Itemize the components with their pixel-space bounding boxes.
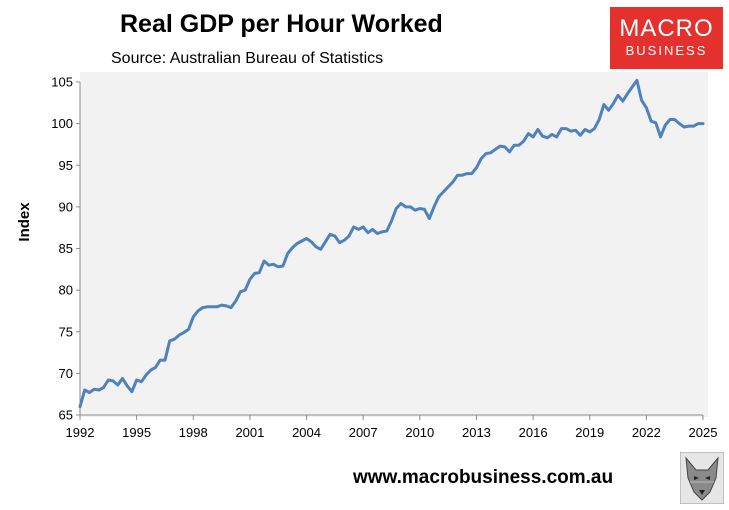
chart-subtitle: Source: Australian Bureau of Statistics [111,50,384,67]
y-tick-label: 65 [59,408,73,423]
x-tick-label: 2004 [292,425,321,440]
fox-emblem-icon [680,452,724,504]
y-tick-label: 100 [51,116,73,131]
y-tick-label: 80 [59,283,73,298]
y-tick-label: 105 [51,75,73,90]
x-tick-label: 1992 [66,425,95,440]
x-tick-label: 2013 [462,425,491,440]
chart-title: Real GDP per Hour Worked [120,10,443,38]
y-tick-label: 95 [59,158,73,173]
y-tick-label: 90 [59,199,73,214]
y-tick-label: 75 [59,324,73,339]
website-url: www.macrobusiness.com.au [353,467,614,488]
macrobusiness-logo: MACRO BUSINESS [610,7,723,69]
x-tick-label: 2025 [689,425,718,440]
x-tick-label: 1995 [122,425,151,440]
x-tick-label: 2019 [575,425,604,440]
plot-area [80,72,708,417]
y-axis-label: Index [16,202,33,242]
y-tick-label: 70 [59,366,73,381]
logo-line-1: MACRO [619,15,714,42]
x-tick-label: 1998 [179,425,208,440]
x-tick-label: 2007 [349,425,378,440]
y-axis-ticks: 65 70 75 80 85 90 95 100 105 [51,75,80,423]
x-axis-ticks: 1992 1995 1998 2001 2004 2007 2010 2013 2016 2019… [66,415,718,440]
y-tick-label: 85 [59,241,73,256]
x-tick-label: 2001 [235,425,264,440]
x-tick-label: 2022 [632,425,661,440]
logo-line-2: BUSINESS [625,43,708,58]
series-line [78,78,705,409]
x-tick-label: 2016 [519,425,548,440]
x-tick-label: 2010 [405,425,434,440]
series-group [78,78,705,409]
